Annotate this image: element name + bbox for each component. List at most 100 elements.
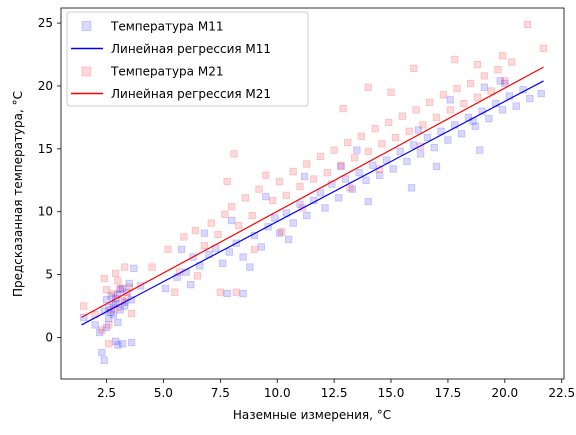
x-axis-label: Наземные измерения, °C — [233, 408, 391, 422]
scatter-point-0-85 — [526, 94, 534, 103]
scatter-point-0-94 — [300, 172, 309, 181]
legend-label-m11-regression: Линейная регрессия M11 — [111, 42, 271, 56]
scatter-point-2-77 — [230, 150, 238, 158]
scatter-point-2-20 — [180, 233, 188, 241]
scatter-point-2-80 — [250, 245, 259, 254]
scatter-point-2-50 — [391, 133, 400, 142]
scatter-point-0-75 — [457, 130, 466, 138]
scatter-point-2-60 — [460, 99, 468, 108]
scatter-point-2-34 — [282, 191, 290, 200]
scatter-point-0-54 — [316, 189, 325, 197]
scatter-point-0-90 — [414, 126, 422, 134]
scatter-point-0-83 — [512, 102, 520, 110]
scatter-point-0-32 — [162, 284, 170, 293]
scatter-point-0-34 — [182, 268, 190, 276]
scatter-point-0-2 — [111, 337, 120, 345]
scatter-point-2-62 — [473, 93, 482, 101]
scatter-point-2-71 — [473, 60, 482, 69]
scatter-point-0-6 — [96, 328, 104, 337]
scatter-point-2-25 — [221, 210, 229, 218]
scatter-point-2-78 — [232, 288, 240, 296]
scatter-point-2-38 — [309, 175, 318, 183]
scatter-point-2-57 — [439, 91, 448, 99]
scatter-point-2-48 — [378, 140, 386, 148]
y-axis-label: Предсказанная температура, °C — [11, 91, 25, 297]
scatter-point-0-65 — [389, 165, 397, 173]
scatter-point-0-73 — [444, 136, 452, 144]
scatter-point-2-7 — [102, 286, 111, 294]
scatter-point-0-98 — [223, 289, 231, 298]
scatter-point-0-47 — [271, 214, 279, 222]
x-tick-label-1: 5.0 — [154, 386, 173, 400]
scatter-point-2-21 — [191, 226, 199, 235]
scatter-point-2-14 — [100, 274, 108, 283]
scatter-point-2-61 — [467, 79, 475, 88]
scatter-point-2-27 — [234, 221, 243, 230]
scatter-point-2-69 — [539, 44, 548, 52]
scatter-point-0-58 — [341, 175, 350, 183]
scatter-point-0-18 — [109, 311, 117, 319]
scatter-point-2-16 — [105, 321, 113, 329]
legend-marker-m11 — [81, 21, 92, 31]
scatter-point-2-11 — [111, 269, 120, 278]
legend-label-m21-points: Температура M21 — [110, 65, 223, 79]
y-tick-label-4: 20 — [38, 79, 53, 93]
scatter-point-2-32 — [269, 196, 277, 205]
scatter-point-0-91 — [364, 198, 372, 206]
scatter-point-2-22 — [200, 242, 209, 250]
scatter-point-0-39 — [218, 259, 227, 267]
x-tick-label-3: 10.0 — [264, 386, 291, 400]
scatter-point-0-77 — [471, 122, 479, 130]
x-tick-label-0: 2.5 — [97, 386, 116, 400]
legend-label-m21-regression: Линейная регрессия M21 — [111, 87, 271, 101]
scatter-point-2-70 — [498, 52, 507, 60]
legend-frame — [66, 11, 309, 107]
scatter-point-0-71 — [430, 143, 438, 152]
scatter-point-0-5 — [127, 338, 136, 347]
scatter-point-2-86 — [193, 272, 202, 280]
x-tick-label-2: 7.5 — [211, 386, 230, 400]
scatter-point-2-79 — [216, 288, 224, 296]
scatter-point-2-44 — [350, 154, 359, 162]
scatter-point-2-41 — [330, 146, 338, 154]
scatter-point-2-2 — [98, 326, 106, 334]
scatter-point-0-3 — [114, 341, 122, 349]
scatter-point-0-100 — [200, 229, 209, 237]
scatter-point-2-66 — [501, 77, 509, 85]
scatter-point-0-92 — [353, 146, 361, 154]
scatter-point-2-29 — [248, 211, 256, 220]
scatter-point-0-16 — [102, 296, 111, 304]
scatter-point-2-53 — [412, 106, 420, 114]
scatter-point-2-18 — [164, 245, 172, 254]
x-tick-label-6: 17.5 — [435, 386, 462, 400]
scatter-point-2-0 — [80, 302, 88, 310]
scatter-point-0-19 — [114, 318, 122, 327]
scatter-point-2-68 — [523, 20, 532, 29]
scatter-point-2-58 — [446, 106, 454, 114]
scatter-point-2-75 — [364, 83, 372, 91]
x-tick-label-5: 15.0 — [378, 386, 405, 400]
scatter-point-2-28 — [241, 194, 250, 202]
scatter-point-2-81 — [278, 228, 286, 236]
legend: Температура M11 Линейная регрессия M11 Т… — [66, 11, 309, 107]
scatter-point-0-25 — [116, 286, 124, 294]
scatter-point-0-97 — [228, 216, 236, 225]
x-tick-label-8: 22.5 — [548, 386, 575, 400]
scatter-point-0-42 — [239, 253, 247, 261]
scatter-point-2-64 — [487, 87, 495, 95]
scatter-point-2-31 — [262, 171, 270, 179]
regression-line-3 — [81, 66, 544, 318]
scatter-point-2-67 — [507, 58, 516, 66]
scatter-point-0-95 — [284, 235, 293, 244]
y-tick-label-2: 10 — [38, 205, 53, 219]
scatter-point-2-43 — [344, 138, 352, 147]
scatter-point-2-40 — [323, 169, 331, 177]
x-axis-ticks: 2.5 5.0 7.5 10.0 12.5 15.0 17.5 20.0 22.5 — [97, 379, 575, 400]
scatter-point-0-105 — [480, 83, 488, 91]
scatter-point-2-26 — [228, 203, 236, 211]
scatter-point-0-60 — [355, 169, 363, 177]
scatter-point-0-106 — [501, 79, 509, 88]
scatter-point-2-30 — [255, 185, 263, 193]
scatter-point-0-8 — [105, 314, 113, 323]
